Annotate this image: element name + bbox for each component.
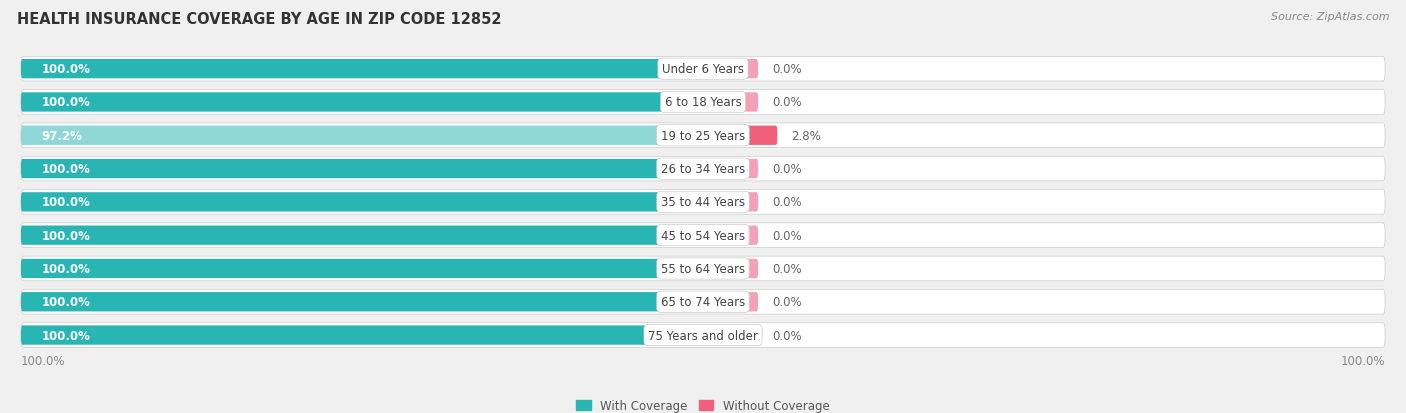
FancyBboxPatch shape bbox=[21, 259, 703, 278]
Text: 100.0%: 100.0% bbox=[21, 354, 66, 368]
FancyBboxPatch shape bbox=[21, 226, 703, 245]
FancyBboxPatch shape bbox=[703, 259, 758, 278]
Text: 55 to 64 Years: 55 to 64 Years bbox=[661, 262, 745, 275]
Text: 100.0%: 100.0% bbox=[42, 63, 90, 76]
Text: 0.0%: 0.0% bbox=[772, 96, 801, 109]
FancyBboxPatch shape bbox=[21, 256, 1385, 281]
FancyBboxPatch shape bbox=[703, 159, 758, 179]
FancyBboxPatch shape bbox=[21, 290, 1385, 314]
Text: 0.0%: 0.0% bbox=[772, 262, 801, 275]
FancyBboxPatch shape bbox=[21, 323, 1385, 347]
FancyBboxPatch shape bbox=[21, 126, 683, 145]
FancyBboxPatch shape bbox=[21, 190, 1385, 215]
Text: 100.0%: 100.0% bbox=[42, 196, 90, 209]
Text: 45 to 54 Years: 45 to 54 Years bbox=[661, 229, 745, 242]
Text: 100.0%: 100.0% bbox=[42, 163, 90, 176]
Text: 100.0%: 100.0% bbox=[42, 96, 90, 109]
Text: 0.0%: 0.0% bbox=[772, 63, 801, 76]
FancyBboxPatch shape bbox=[21, 57, 1385, 82]
Text: 75 Years and older: 75 Years and older bbox=[648, 329, 758, 342]
FancyBboxPatch shape bbox=[21, 123, 1385, 148]
FancyBboxPatch shape bbox=[21, 193, 703, 212]
FancyBboxPatch shape bbox=[21, 93, 703, 112]
FancyBboxPatch shape bbox=[703, 126, 778, 145]
FancyBboxPatch shape bbox=[21, 292, 703, 312]
FancyBboxPatch shape bbox=[703, 292, 758, 312]
FancyBboxPatch shape bbox=[21, 159, 703, 179]
FancyBboxPatch shape bbox=[21, 325, 703, 345]
Text: 6 to 18 Years: 6 to 18 Years bbox=[665, 96, 741, 109]
Text: 100.0%: 100.0% bbox=[1340, 354, 1385, 368]
Text: HEALTH INSURANCE COVERAGE BY AGE IN ZIP CODE 12852: HEALTH INSURANCE COVERAGE BY AGE IN ZIP … bbox=[17, 12, 502, 27]
Text: 0.0%: 0.0% bbox=[772, 163, 801, 176]
FancyBboxPatch shape bbox=[703, 193, 758, 212]
Legend: With Coverage, Without Coverage: With Coverage, Without Coverage bbox=[572, 394, 834, 413]
Text: 100.0%: 100.0% bbox=[42, 229, 90, 242]
FancyBboxPatch shape bbox=[21, 223, 1385, 248]
FancyBboxPatch shape bbox=[21, 90, 1385, 115]
Text: Under 6 Years: Under 6 Years bbox=[662, 63, 744, 76]
Text: 97.2%: 97.2% bbox=[42, 129, 83, 142]
FancyBboxPatch shape bbox=[703, 93, 758, 112]
Text: 0.0%: 0.0% bbox=[772, 229, 801, 242]
Text: 100.0%: 100.0% bbox=[42, 296, 90, 309]
Text: 19 to 25 Years: 19 to 25 Years bbox=[661, 129, 745, 142]
Text: Source: ZipAtlas.com: Source: ZipAtlas.com bbox=[1271, 12, 1389, 22]
FancyBboxPatch shape bbox=[21, 60, 703, 79]
Text: 0.0%: 0.0% bbox=[772, 196, 801, 209]
Text: 0.0%: 0.0% bbox=[772, 296, 801, 309]
Text: 35 to 44 Years: 35 to 44 Years bbox=[661, 196, 745, 209]
Text: 65 to 74 Years: 65 to 74 Years bbox=[661, 296, 745, 309]
FancyBboxPatch shape bbox=[21, 157, 1385, 181]
Text: 26 to 34 Years: 26 to 34 Years bbox=[661, 163, 745, 176]
FancyBboxPatch shape bbox=[703, 60, 758, 79]
Text: 0.0%: 0.0% bbox=[772, 329, 801, 342]
Text: 100.0%: 100.0% bbox=[42, 262, 90, 275]
FancyBboxPatch shape bbox=[703, 226, 758, 245]
Text: 100.0%: 100.0% bbox=[42, 329, 90, 342]
Text: 2.8%: 2.8% bbox=[792, 129, 821, 142]
FancyBboxPatch shape bbox=[703, 325, 758, 345]
